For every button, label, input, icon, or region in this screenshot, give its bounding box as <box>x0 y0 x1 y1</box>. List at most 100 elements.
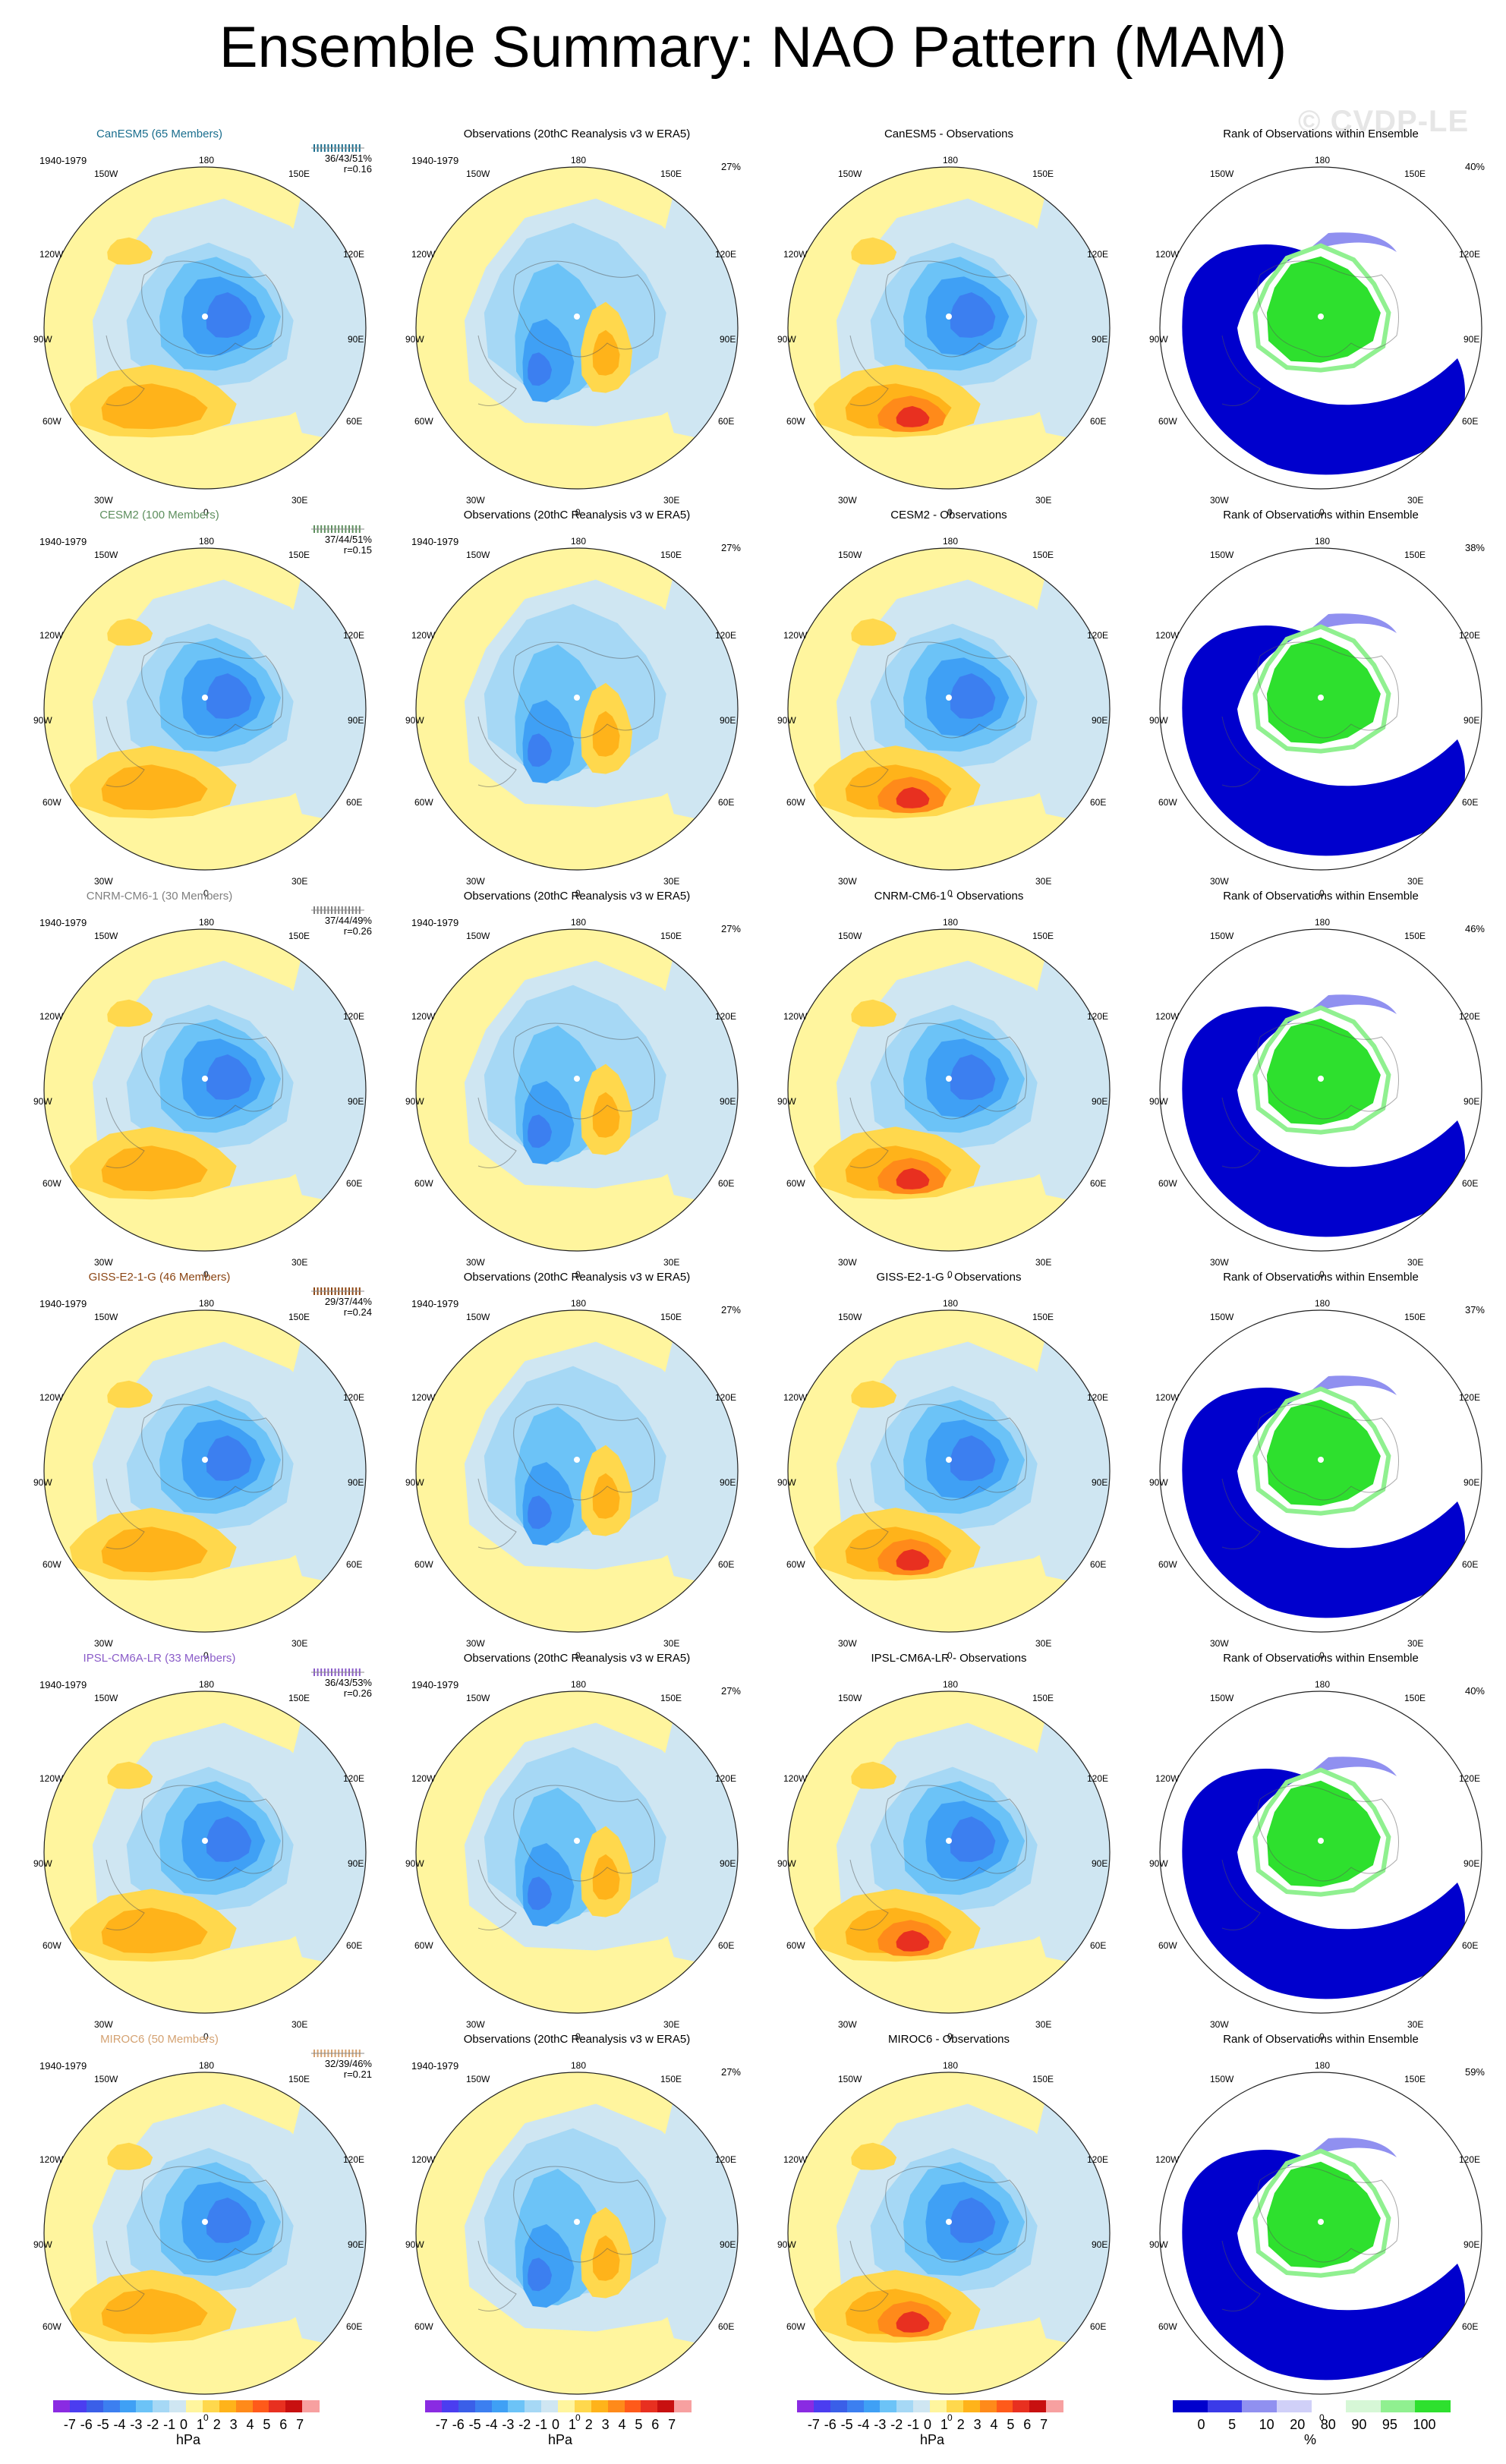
longitude-label-120w-label: 120W <box>1155 2154 1180 2165</box>
longitude-label-60e-label: 60E <box>346 416 363 427</box>
anomaly-negative-weak <box>656 180 738 439</box>
longitude-label-150e-label: 150E <box>660 550 682 560</box>
coastline <box>1221 716 1261 787</box>
colorbar-swatch <box>930 2400 947 2412</box>
variance-pct: 27% <box>720 1304 741 1315</box>
panel-r3-c2: Observations (20thC Reanalysis v3 w ERA5… <box>402 890 751 1280</box>
obs-title: Observations (20thC Reanalysis v3 w ERA5… <box>463 509 691 521</box>
longitude-label-90w-label: 90W <box>1149 1096 1168 1107</box>
anomaly-positive-small <box>107 1380 153 1408</box>
longitude-label-150w-label: 150W <box>466 931 490 941</box>
longitude-label-60e-label: 60E <box>718 1559 735 1570</box>
longitude-label-180-label: 180 <box>943 1679 959 1690</box>
colorbar-swatch <box>541 2400 559 2412</box>
colorbar-swatch <box>624 2400 641 2412</box>
anomaly-positive-strong <box>101 1145 208 1192</box>
anomaly-negative-weak <box>656 561 738 820</box>
colorbar-tick-label: 4 <box>990 2417 998 2432</box>
longitude-label-30e-label: 30E <box>291 876 308 887</box>
longitude-label-0-label: 0 <box>947 1269 953 1280</box>
longitude-label-60w-label: 60W <box>1158 797 1177 808</box>
longitude-label-30e-label: 30E <box>291 2019 308 2030</box>
panel-r1-c4: Rank of Observations within Ensemble 40% 1… <box>1146 128 1495 518</box>
colorbar-swatch <box>441 2400 459 2412</box>
longitude-label-0-label: 0 <box>203 1269 209 1280</box>
polar-map <box>43 1690 367 2014</box>
rank-low-region <box>1182 1769 1465 1999</box>
longitude-label-90w-label: 90W <box>405 715 424 726</box>
longitude-label-90w-label: 90W <box>33 334 52 345</box>
pole-marker <box>1318 1457 1324 1463</box>
longitude-label-180-label: 180 <box>1315 536 1331 547</box>
colorbar-tick-label: 2 <box>213 2417 221 2432</box>
longitude-label-180-label: 180 <box>571 155 587 165</box>
longitude-label-150e-label: 150E <box>1404 550 1426 560</box>
colorbar-tick-label: 4 <box>246 2417 254 2432</box>
colorbar-swatch <box>252 2400 269 2412</box>
panel-r5-c3: IPSL-CM6A-LR - Observations 180 150W 150E 12… <box>774 1652 1123 2042</box>
anomaly-positive-strong <box>592 711 620 757</box>
anomaly-negative-weak <box>284 2085 366 2344</box>
colorbar-tick-label: 6 <box>1023 2417 1032 2432</box>
longitude-label-0-label: 0 <box>947 888 953 899</box>
colorbar-swatch <box>1207 2400 1243 2412</box>
longitude-label-150e-label: 150E <box>288 1693 310 1703</box>
longitude-label-180-label: 180 <box>1315 1679 1331 1690</box>
colorbar-swatch <box>169 2400 187 2412</box>
longitude-label-90e-label: 90E <box>348 2239 364 2250</box>
longitude-label-30e-label: 30E <box>663 876 680 887</box>
longitude-label-90w-label: 90W <box>33 1477 52 1488</box>
longitude-label-120e-label: 120E <box>1087 249 1109 260</box>
longitude-label-60w-label: 60W <box>414 1178 433 1189</box>
colorbar-swatch <box>591 2400 609 2412</box>
panel-r1-c2: Observations (20thC Reanalysis v3 w ERA5… <box>402 128 751 518</box>
longitude-label-150e-label: 150E <box>1404 931 1426 941</box>
longitude-label-0-label: 0 <box>947 507 953 518</box>
obs-title: Observations (20thC Reanalysis v3 w ERA5… <box>463 1271 691 1284</box>
anomaly-positive-strong <box>592 1473 620 1519</box>
longitude-label-90w-label: 90W <box>405 1477 424 1488</box>
member-rug-plot <box>311 525 364 533</box>
longitude-label-120w-label: 120W <box>411 1392 436 1403</box>
longitude-label-120e-label: 120E <box>1087 630 1109 641</box>
map-border <box>1159 1309 1482 1633</box>
longitude-label-30w-label: 30W <box>94 495 113 506</box>
longitude-label-120e-label: 120E <box>1087 1011 1109 1022</box>
longitude-label-120e-label: 120E <box>715 1011 737 1022</box>
longitude-label-150e-label: 150E <box>1032 1693 1054 1703</box>
colorbar-swatch <box>846 2400 864 2412</box>
longitude-label-90w-label: 90W <box>777 715 796 726</box>
longitude-label-60e-label: 60E <box>1090 2321 1107 2332</box>
anomaly-negative-weak <box>284 561 366 820</box>
polar-map <box>415 1690 739 2014</box>
map-border <box>43 1690 367 2014</box>
longitude-label-60w-label: 60W <box>414 1559 433 1570</box>
anomaly-positive-core <box>896 1930 930 1952</box>
colorbar-tick-label: 4 <box>618 2417 626 2432</box>
map-border <box>787 1690 1111 2014</box>
colorbar-swatch <box>1276 2400 1312 2412</box>
longitude-label-90e-label: 90E <box>348 1858 364 1869</box>
anomaly-negative-weak <box>656 942 738 1201</box>
longitude-label-30w-label: 30W <box>466 495 485 506</box>
longitude-label-90e-label: 90E <box>1463 1858 1480 1869</box>
longitude-label-150w-label: 150W <box>94 2074 118 2084</box>
colorbar-swatch <box>641 2400 658 2412</box>
pole-marker <box>946 314 952 320</box>
longitude-label-150e-label: 150E <box>1032 931 1054 941</box>
longitude-label-150w-label: 150W <box>466 169 490 179</box>
longitude-label-150e-label: 150E <box>660 169 682 179</box>
coastline <box>1257 1022 1399 1120</box>
longitude-label-150w-label: 150W <box>1210 931 1234 941</box>
rank-pct: 59% <box>1464 2066 1485 2078</box>
colorbar-swatch <box>285 2400 303 2412</box>
longitude-label-120e-label: 120E <box>1087 1773 1109 1784</box>
rank-low-region <box>1182 625 1465 856</box>
pole-marker <box>946 1076 952 1082</box>
anomaly-negative-weak <box>284 180 366 439</box>
colorbar-hpa-1-unit: hPa <box>176 2432 201 2447</box>
coastline <box>477 716 517 787</box>
period-label: 1940-1979 <box>411 1298 459 1309</box>
longitude-label-120e-label: 120E <box>343 1773 365 1784</box>
colorbar-tick-label: 2 <box>584 2417 593 2432</box>
